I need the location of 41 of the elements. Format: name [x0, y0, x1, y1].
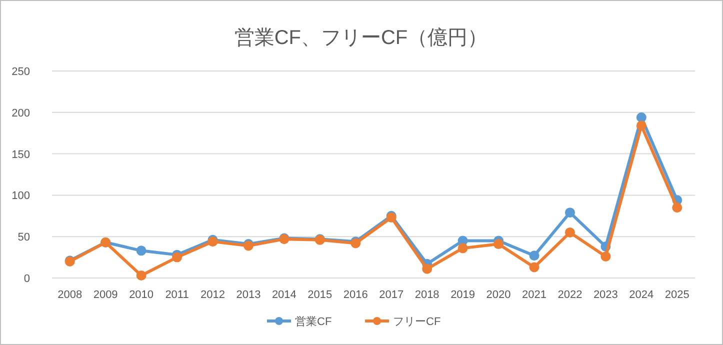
x-tick-label: 2021	[522, 289, 546, 301]
y-tick-label: 100	[12, 190, 30, 202]
x-tick-label: 2009	[93, 289, 118, 301]
point	[600, 251, 611, 262]
x-tick-label: 2015	[308, 289, 332, 301]
y-tick-label: 50	[18, 232, 30, 244]
x-tick-label: 2025	[664, 289, 690, 301]
point	[564, 227, 575, 238]
point	[529, 250, 540, 261]
point	[136, 270, 146, 281]
x-tick-label: 2008	[58, 289, 82, 301]
x-tick-label: 2022	[558, 289, 582, 301]
point	[458, 243, 468, 254]
y-tick-label: 200	[12, 107, 30, 120]
legend-label: フリーCF	[393, 316, 441, 328]
point	[529, 262, 540, 272]
x-tick-label: 2023	[593, 289, 618, 301]
x-tick-label: 2014	[272, 289, 296, 301]
x-tick-label: 2018	[414, 289, 440, 301]
x-tick-label: 2012	[200, 289, 225, 301]
x-tick-label: 2019	[450, 289, 476, 301]
x-tick-label: 2013	[236, 289, 261, 301]
point	[636, 112, 646, 122]
y-tick-label: 250	[12, 66, 30, 78]
y-tick-label: 150	[12, 148, 30, 161]
point	[564, 208, 575, 218]
x-tick-label: 2016	[343, 289, 368, 301]
x-tick-label: 2011	[165, 289, 189, 301]
y-tick-label: 0	[24, 273, 30, 285]
point	[636, 120, 646, 131]
x-tick-label: 2017	[379, 289, 404, 301]
point	[672, 202, 682, 213]
x-tick-label: 2010	[129, 289, 154, 301]
point	[172, 252, 182, 262]
legend-label: 営業CF	[295, 315, 332, 328]
point	[494, 239, 504, 250]
point	[422, 264, 432, 274]
x-tick-label: 2020	[486, 289, 511, 301]
point	[136, 246, 146, 256]
x-tick-label: 2024	[629, 289, 654, 301]
chart-title: 営業CF、フリーCF（億円）	[234, 27, 488, 49]
